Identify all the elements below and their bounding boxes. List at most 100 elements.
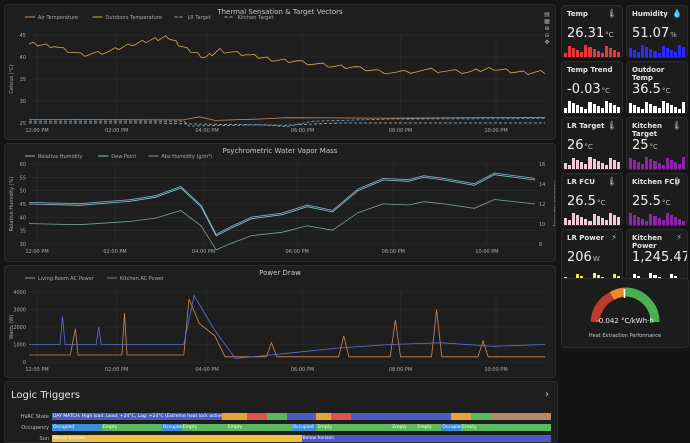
tile-lr-power[interactable]: LR Power ⚡ 206W (561, 229, 623, 286)
thermometer-icon: 🌡 (671, 177, 682, 186)
tile-lr-target[interactable]: LR Target 🌡 26°C (561, 117, 623, 170)
sparkbar (608, 158, 612, 169)
legend-entry: Kitchen Target (238, 15, 274, 21)
timeline-segment[interactable]: Occupied (161, 424, 182, 431)
timeline-segment[interactable] (451, 413, 472, 420)
sparkbar (653, 51, 657, 57)
tile-title: Kitchen Target (632, 122, 663, 138)
zoom-in-icon[interactable]: ⊕ (544, 25, 550, 32)
timeline-segment[interactable]: Above horizon (52, 435, 302, 442)
timeline-segment[interactable]: Occupied (291, 424, 317, 431)
timeline-segment[interactable]: Occupied (52, 424, 102, 431)
sparkbar (592, 214, 596, 225)
zoom-out-icon[interactable]: ⊖ (544, 32, 550, 39)
y-axis-label: Relative Humidity (%) (9, 177, 15, 232)
sparkbar (604, 165, 608, 169)
sparkbar (600, 53, 604, 57)
sparkbar (564, 163, 568, 169)
y2-tick-label: 16 (539, 162, 545, 168)
sparkbar (665, 103, 669, 113)
sparkbar (608, 213, 612, 225)
tile-title: LR Target (567, 122, 605, 130)
y-tick-label: 35 (20, 77, 26, 83)
x-tick-label: 04:00 PM (192, 249, 215, 255)
tile-kitchen-target[interactable]: Kitchen Target 🌡 25°C (626, 117, 688, 170)
sparkbar (637, 52, 641, 57)
timeline-segment[interactable]: DAY MATCH: High load. Lead: +24°C, Lag: … (52, 413, 222, 420)
y-tick-label: 0 (23, 360, 26, 366)
x-tick-label: 06:00 PM (291, 128, 314, 134)
sparkbar (584, 164, 588, 169)
sparkbar (677, 109, 682, 113)
sparkbar (661, 46, 665, 57)
sparkbar (629, 103, 633, 113)
save-icon[interactable]: ▦ (544, 18, 550, 25)
sparkbar (629, 213, 633, 225)
timeline-segment[interactable]: Empty (226, 424, 292, 431)
sparkbar (596, 216, 600, 225)
timeline-segment[interactable]: Empty (461, 424, 551, 431)
y-tick-label: 35 (20, 229, 26, 235)
timeline-segment[interactable] (331, 413, 352, 420)
timeline-segment[interactable] (266, 413, 287, 420)
x-tick-label: 02:00 PM (105, 367, 128, 373)
timeline-segment[interactable] (286, 413, 317, 420)
tile-value-number: 206 (567, 250, 592, 265)
x-tick-label: 04:00 PM (195, 128, 218, 134)
x-tick-label: 06:00 PM (286, 249, 309, 255)
tile-outdoor-temp[interactable]: Outdoor Temp 36.5°C (626, 61, 688, 114)
timeline-segment[interactable]: Below horizon (301, 435, 551, 442)
timeline-segment[interactable]: Occupied (441, 424, 462, 431)
chart-toolbar: ▤ ▦ ⊕ ⊖ ✥ (543, 11, 551, 46)
sparkbar (604, 220, 608, 225)
logic-row-timeline[interactable]: Above horizon Below horizon (52, 435, 551, 442)
tile-unit: °C (584, 143, 593, 151)
chevron-right-icon[interactable]: › (545, 389, 549, 400)
tile-humidity[interactable]: Humidity 💧 51.07% (626, 5, 688, 58)
timeline-segment[interactable] (316, 413, 332, 420)
timeline-segment[interactable]: Empty (181, 424, 227, 431)
timeline-segment[interactable]: Empty (101, 424, 162, 431)
sparkbar (653, 216, 657, 225)
sparkbar (564, 218, 568, 225)
sparkbar (580, 107, 584, 113)
logic-row-timeline[interactable]: OccupiedEmptyOccupiedEmptyEmptyOccupiedE… (52, 424, 551, 431)
tile-sparkbars (629, 99, 686, 113)
timeline-segment[interactable]: Empty (416, 424, 442, 431)
sparkbar (661, 101, 665, 113)
tile-kitchen-fcu[interactable]: Kitchen FCU 🌡 25.5°C (626, 173, 688, 226)
timeline-segment[interactable] (471, 413, 492, 420)
timeline-segment[interactable]: Empty (316, 424, 392, 431)
tile-title: Kitchen Power (632, 234, 663, 250)
pan-icon[interactable]: ✥ (544, 39, 550, 46)
tile-value-number: 26.31 (567, 26, 605, 41)
timeline-segment[interactable] (351, 413, 452, 420)
timeline-segment[interactable] (491, 413, 551, 420)
sparkbar (629, 158, 633, 169)
tile-temp-trend[interactable]: Temp Trend -0.03°C (561, 61, 623, 114)
bolt-icon: ⚡ (611, 233, 617, 242)
timeline-segment[interactable] (221, 413, 247, 420)
y-tick-label: 60 (20, 162, 26, 168)
thermometer-icon: 🌡 (606, 9, 617, 18)
thermometer-icon: 🌡 (671, 121, 682, 130)
sparkbar (669, 50, 673, 57)
menu-icon[interactable]: ▤ (544, 11, 550, 18)
heat-extraction-gauge-card[interactable]: -0.042 °C/kWh·h Heat Extraction Performa… (561, 278, 689, 348)
logic-row-timeline[interactable]: DAY MATCH: High load. Lead: +24°C, Lag: … (52, 413, 551, 420)
thermal-chart-panel: Thermal Sensation & Target Vectors 45 40 3… (4, 4, 556, 140)
y-axis-label: Celsius (°C) (9, 64, 15, 93)
sparkbar (564, 108, 568, 113)
logic-row-label: Sun (39, 436, 49, 442)
timeline-segment[interactable] (246, 413, 267, 420)
sparkbar (612, 105, 617, 113)
tile-lr-fcu[interactable]: LR FCU 🌡 26.5°C (561, 173, 623, 226)
tile-temp[interactable]: Temp 🌡 26.31°C (561, 5, 623, 58)
timeline-segment[interactable]: Empty (391, 424, 417, 431)
dew-point-line (28, 172, 536, 235)
sparkbar (592, 49, 596, 57)
sparkbar (645, 221, 649, 225)
sparkbar (568, 46, 572, 57)
tile-title: Kitchen FCU (632, 178, 681, 186)
thermometer-icon: 🌡 (606, 121, 617, 130)
